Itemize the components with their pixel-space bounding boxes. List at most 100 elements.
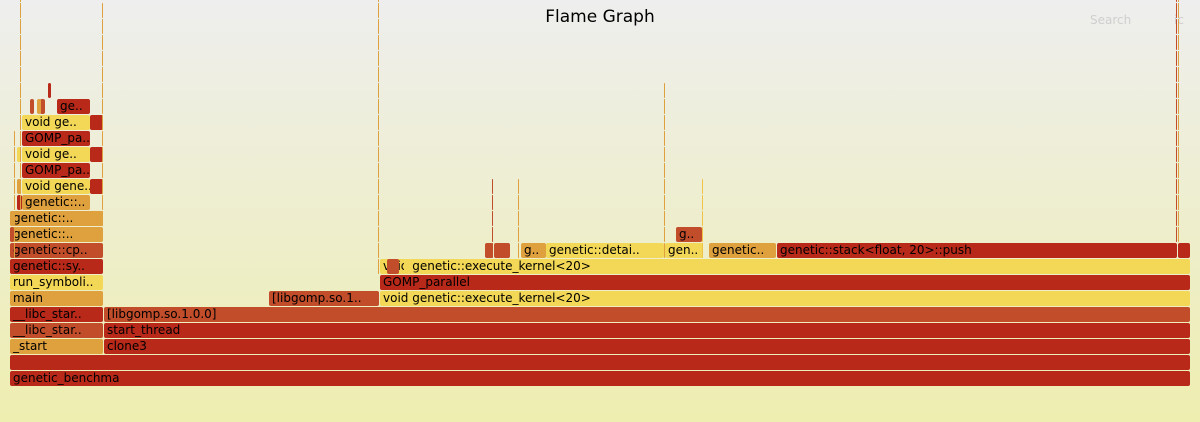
flame-frame-sliver[interactable] — [20, 3, 21, 18]
flame-frame-sliver[interactable] — [14, 211, 15, 226]
flame-frame-sliver[interactable] — [664, 243, 665, 258]
flame-frame[interactable]: genetic.. — [709, 243, 776, 258]
flame-frame-sliver[interactable] — [102, 131, 103, 146]
flame-frame-sliver[interactable] — [1176, 67, 1177, 82]
flame-frame[interactable]: run_symboli.. — [10, 275, 103, 290]
flame-frame-sliver[interactable] — [1178, 0, 1179, 2]
flame-frame-sliver[interactable] — [102, 211, 103, 226]
flame-frame-sliver[interactable] — [1178, 67, 1179, 82]
flame-frame-sliver[interactable] — [702, 211, 703, 226]
flame-frame-sliver[interactable] — [518, 195, 519, 210]
flame-frame[interactable] — [17, 195, 22, 210]
flame-frame-sliver[interactable] — [492, 227, 493, 242]
flame-frame[interactable]: clone3 — [104, 339, 1190, 354]
flame-frame-sliver[interactable] — [378, 83, 379, 98]
flame-frame[interactable] — [494, 243, 510, 258]
flame-frame-sliver[interactable] — [1176, 3, 1177, 18]
flame-frame-sliver[interactable] — [102, 99, 103, 114]
flame-frame[interactable]: GOMP_pa.. — [22, 131, 90, 146]
flame-frame-sliver[interactable] — [702, 195, 703, 210]
flame-frame[interactable]: g.. — [521, 243, 546, 258]
flame-frame-sliver[interactable] — [14, 243, 15, 258]
flame-frame[interactable] — [90, 179, 103, 194]
flame-frame[interactable] — [90, 147, 103, 162]
flame-frame[interactable] — [387, 259, 399, 274]
flame-frame[interactable]: [libgomp.so.1.. — [269, 291, 379, 306]
flame-frame-sliver[interactable] — [1178, 131, 1179, 146]
search-button[interactable]: Search — [1090, 13, 1132, 27]
flame-frame[interactable]: void gene.. — [22, 179, 90, 194]
flame-frame-sliver[interactable] — [14, 195, 15, 210]
flame-frame[interactable] — [40, 99, 45, 114]
flame-frame-sliver[interactable] — [20, 51, 21, 66]
flame-frame-sliver[interactable] — [378, 147, 379, 162]
flame-frame-sliver[interactable] — [702, 227, 703, 242]
flame-frame-sliver[interactable] — [378, 131, 379, 146]
flame-frame-sliver[interactable] — [1178, 51, 1179, 66]
flame-frame-sliver[interactable] — [102, 67, 103, 82]
flame-frame-sliver[interactable] — [1178, 35, 1179, 50]
flame-frame[interactable]: genetic::.. — [10, 227, 103, 242]
flame-frame-sliver[interactable] — [1178, 195, 1179, 210]
flame-frame[interactable]: genetic::sy.. — [10, 259, 103, 274]
flame-frame-sliver[interactable] — [378, 3, 379, 18]
flame-frame-sliver[interactable] — [1176, 163, 1177, 178]
flame-frame-sliver[interactable] — [518, 243, 519, 258]
flame-frame[interactable]: void genetic::execute_kernel<20> — [380, 259, 1190, 274]
flame-frame-sliver[interactable] — [14, 147, 15, 162]
flame-frame-sliver[interactable] — [14, 227, 15, 242]
flame-frame-sliver[interactable] — [378, 259, 379, 274]
flame-frame-sliver[interactable] — [20, 195, 21, 210]
flame-frame-sliver[interactable] — [378, 51, 379, 66]
flame-frame-sliver[interactable] — [14, 179, 15, 194]
flame-frame-sliver[interactable] — [378, 179, 379, 194]
flame-frame-sliver[interactable] — [378, 67, 379, 82]
flame-frame-sliver[interactable] — [20, 99, 21, 114]
flame-frame[interactable] — [1178, 243, 1190, 258]
flame-frame-sliver[interactable] — [20, 19, 21, 34]
flame-frame-sliver[interactable] — [14, 131, 15, 146]
flame-frame-sliver[interactable] — [378, 115, 379, 130]
flame-frame-sliver[interactable] — [1176, 115, 1177, 130]
flame-frame-sliver[interactable] — [1176, 131, 1177, 146]
flame-frame-sliver[interactable] — [1176, 227, 1177, 242]
flame-frame-sliver[interactable] — [1178, 147, 1179, 162]
flame-frame-sliver[interactable] — [1176, 35, 1177, 50]
flame-frame-sliver[interactable] — [1178, 115, 1179, 130]
flame-frame-sliver[interactable] — [20, 179, 21, 194]
flame-frame-sliver[interactable] — [102, 179, 103, 194]
flame-frame-sliver[interactable] — [1176, 51, 1177, 66]
flame-frame-sliver[interactable] — [378, 19, 379, 34]
flame-frame-sliver[interactable] — [518, 179, 519, 194]
flame-frame[interactable] — [10, 227, 14, 242]
flame-frame[interactable]: genetic_benchma — [10, 371, 1190, 386]
flame-frame-sliver[interactable] — [664, 131, 665, 146]
flame-frame[interactable] — [485, 243, 493, 258]
flame-frame[interactable]: __libc_star.. — [10, 323, 103, 338]
flame-frame-sliver[interactable] — [102, 51, 103, 66]
flame-frame-sliver[interactable] — [102, 195, 103, 210]
flame-frame-sliver[interactable] — [1176, 179, 1177, 194]
flame-frame-sliver[interactable] — [1176, 99, 1177, 114]
flame-frame-sliver[interactable] — [664, 211, 665, 226]
flame-frame-sliver[interactable] — [102, 115, 103, 130]
flame-frame-sliver[interactable] — [102, 147, 103, 162]
flame-frame-sliver[interactable] — [664, 147, 665, 162]
flame-frame-sliver[interactable] — [702, 243, 703, 258]
flame-frame[interactable]: genetic::stack<float, 20>::push — [777, 243, 1177, 258]
flame-frame-sliver[interactable] — [20, 211, 21, 226]
flame-frame[interactable]: main — [10, 291, 103, 306]
flame-frame[interactable]: GOMP_parallel — [380, 275, 1190, 290]
flame-frame-sliver[interactable] — [378, 211, 379, 226]
flame-frame-sliver[interactable] — [492, 179, 493, 194]
flame-frame-sliver[interactable] — [102, 163, 103, 178]
flame-frame-sliver[interactable] — [20, 115, 21, 130]
flame-frame-sliver[interactable] — [20, 147, 21, 162]
flame-frame-sliver[interactable] — [378, 195, 379, 210]
flame-frame-sliver[interactable] — [1178, 211, 1179, 226]
flame-frame-sliver[interactable] — [492, 243, 493, 258]
flame-frame[interactable]: __libc_star.. — [10, 307, 103, 322]
flame-frame-sliver[interactable] — [1176, 19, 1177, 34]
flame-frame[interactable]: g.. — [676, 227, 702, 242]
flame-frame-sliver[interactable] — [702, 179, 703, 194]
